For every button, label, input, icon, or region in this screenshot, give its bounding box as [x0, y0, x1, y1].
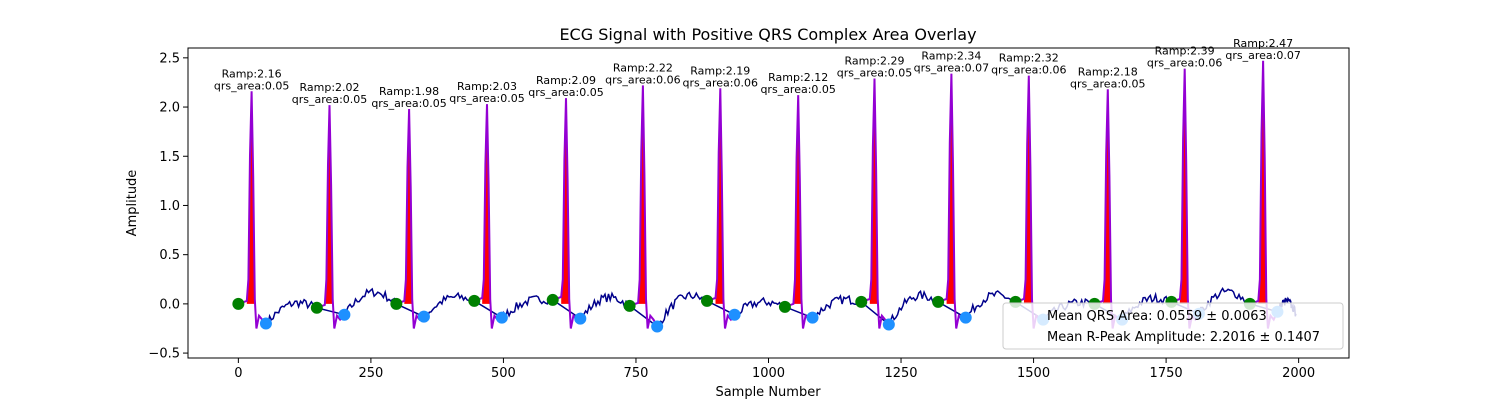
y-tick-label: 1.0	[159, 199, 180, 214]
x-tick-label: 250	[358, 366, 383, 381]
qrs-offset-marker	[574, 312, 587, 325]
qrs-segment-line	[473, 104, 503, 329]
legend-box	[1002, 302, 1344, 350]
qrs-onset-marker	[701, 294, 714, 307]
ecg-baseline-trace	[265, 287, 1297, 328]
y-tick-label: 2.5	[159, 51, 180, 66]
r-peak-amplitude-label: Ramp:2.02	[300, 81, 360, 94]
qrs-offset-marker	[806, 311, 819, 324]
qrs-segment-line	[629, 85, 659, 329]
qrs-onset-marker	[310, 301, 323, 314]
legend-entry-r-peak: Mean R-Peak Amplitude: 2.2016 ± 0.1407	[1047, 330, 1320, 345]
qrs-segment-line	[706, 88, 736, 329]
qrs-offset-marker	[882, 318, 895, 331]
qrs-segment-line	[316, 105, 346, 329]
qrs-onset-marker	[390, 297, 403, 310]
y-axis-label: Amplitude	[125, 170, 140, 237]
qrs-area-label: qrs_area:0.06	[1147, 57, 1222, 70]
qrs-onset-marker	[623, 299, 636, 312]
y-tick-label: −0.5	[148, 347, 180, 362]
qrs-area-label: qrs_area:0.05	[1070, 77, 1145, 90]
qrs-onset-marker	[778, 300, 791, 313]
r-peak-amplitude-label: Ramp:1.98	[379, 85, 439, 98]
qrs-offset-marker	[651, 320, 664, 333]
x-tick-label: 750	[624, 366, 649, 381]
x-tick-label: 1750	[1150, 366, 1183, 381]
qrs-offset-marker	[728, 308, 741, 321]
qrs-area-label: qrs_area:0.05	[371, 97, 446, 110]
qrs-offset-marker	[495, 311, 508, 324]
x-tick-label: 1000	[752, 366, 785, 381]
r-peak-amplitude-label: Ramp:2.34	[921, 50, 981, 63]
r-peak-amplitude-label: Ramp:2.09	[536, 74, 596, 87]
qrs-segment-line	[860, 78, 890, 329]
y-tick-label: 2.0	[159, 101, 180, 116]
qrs-offset-marker	[417, 310, 430, 323]
qrs-area-label: qrs_area:0.06	[605, 73, 680, 86]
qrs-area-label: qrs_area:0.07	[914, 62, 989, 75]
qrs-area-label: qrs_area:0.05	[214, 79, 289, 92]
r-peak-amplitude-label: Ramp:2.18	[1078, 65, 1138, 78]
r-peak-amplitude-label: Ramp:2.29	[845, 55, 905, 68]
qrs-area-label: qrs_area:0.05	[449, 92, 524, 105]
qrs-onset-marker	[468, 294, 481, 307]
qrs-area-label: qrs_area:0.05	[837, 67, 912, 80]
qrs-onset-marker	[546, 293, 559, 306]
r-peak-amplitude-label: Ramp:2.32	[999, 52, 1059, 65]
axis-ticks: 0 250 500 750 1000 1250 1500 1750 2000 −0.5 0.0 0.5…	[148, 51, 1315, 381]
chart-title: ECG Signal with Positive QRS Complex Are…	[559, 25, 976, 44]
qrs-segment-line	[395, 108, 425, 329]
qrs-area-label: qrs_area:0.05	[292, 93, 367, 106]
r-peak-amplitude-label: Ramp:2.12	[768, 71, 828, 84]
qrs-onset-marker	[932, 295, 945, 308]
y-tick-label: 1.5	[159, 150, 180, 165]
x-tick-label: 2000	[1282, 366, 1315, 381]
qrs-area-label: qrs_area:0.07	[1225, 49, 1300, 62]
qrs-area-label: qrs_area:0.05	[760, 83, 835, 96]
x-tick-label: 0	[234, 366, 242, 381]
qrs-area-label: qrs_area:0.06	[991, 64, 1066, 77]
y-tick-label: 0.0	[159, 297, 180, 312]
qrs-onset-marker	[232, 297, 245, 310]
legend-entry-qrs-area: Mean QRS Area: 0.0559 ± 0.0063	[1047, 309, 1267, 324]
r-peak-amplitude-label: Ramp:2.22	[613, 61, 673, 74]
qrs-area-label: qrs_area:0.05	[528, 86, 603, 99]
qrs-area-label: qrs_area:0.06	[683, 76, 758, 89]
x-tick-label: 500	[491, 366, 516, 381]
legend: Mean QRS Area: 0.0559 ± 0.0063 Mean R-Pe…	[1002, 302, 1344, 350]
x-tick-label: 1500	[1017, 366, 1050, 381]
qrs-segment-line	[552, 98, 581, 329]
r-peak-amplitude-label: Ramp:2.47	[1233, 37, 1293, 50]
r-peak-amplitude-label: Ramp:2.03	[457, 80, 517, 93]
qrs-offset-marker	[338, 308, 351, 321]
r-peak-amplitude-label: Ramp:2.16	[222, 67, 282, 80]
qrs-onset-marker	[855, 295, 868, 308]
qrs-segment-line	[238, 91, 267, 329]
x-axis-label: Sample Number	[715, 385, 821, 400]
x-tick-label: 1250	[884, 366, 917, 381]
y-tick-label: 0.5	[159, 248, 180, 263]
r-peak-amplitude-label: Ramp:2.19	[690, 64, 750, 77]
qrs-offset-marker	[959, 311, 972, 324]
qrs-offset-marker	[259, 317, 272, 330]
